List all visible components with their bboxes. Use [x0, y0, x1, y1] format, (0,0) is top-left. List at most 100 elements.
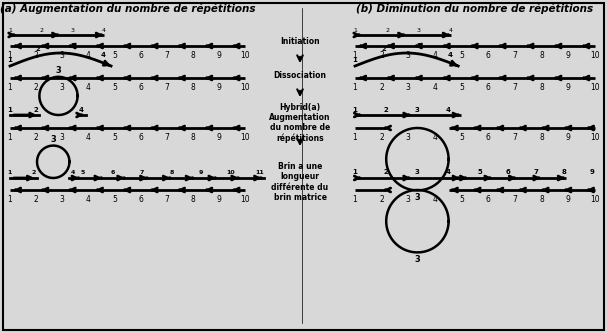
- Text: 1: 1: [353, 28, 357, 33]
- Text: 3: 3: [50, 135, 56, 144]
- Text: 4: 4: [86, 133, 91, 142]
- Text: 1: 1: [353, 57, 358, 63]
- Text: 10: 10: [240, 133, 250, 142]
- Text: 5: 5: [112, 194, 117, 203]
- Text: 3: 3: [406, 194, 411, 203]
- Text: 4: 4: [446, 107, 451, 113]
- Text: (a) Augmentation du nombre de répétitions: (a) Augmentation du nombre de répétition…: [0, 3, 256, 14]
- Text: 3: 3: [70, 28, 75, 33]
- Text: 4: 4: [70, 170, 75, 175]
- Text: 5: 5: [459, 194, 464, 203]
- Text: 4: 4: [102, 28, 106, 33]
- Text: 6: 6: [506, 169, 510, 175]
- Text: 10: 10: [590, 83, 600, 92]
- Text: 8: 8: [191, 194, 195, 203]
- Text: 9: 9: [217, 51, 222, 60]
- Text: 10: 10: [226, 170, 235, 175]
- Text: 4: 4: [433, 83, 438, 92]
- Text: 9: 9: [589, 169, 595, 175]
- Text: 6: 6: [110, 170, 115, 175]
- Text: 1: 1: [7, 107, 12, 113]
- Text: 8: 8: [539, 194, 544, 203]
- Text: 6: 6: [138, 194, 143, 203]
- Text: 4: 4: [86, 51, 91, 60]
- Text: 5: 5: [459, 83, 464, 92]
- Text: 4: 4: [446, 169, 451, 175]
- Text: 10: 10: [240, 194, 250, 203]
- Text: 10: 10: [590, 194, 600, 203]
- Text: 7: 7: [512, 83, 517, 92]
- Text: 5: 5: [112, 133, 117, 142]
- Text: 8: 8: [539, 133, 544, 142]
- Text: 1: 1: [8, 194, 12, 203]
- Text: 3: 3: [70, 43, 75, 49]
- Text: 4: 4: [86, 83, 91, 92]
- Text: 7: 7: [164, 194, 169, 203]
- Text: 9: 9: [566, 51, 571, 60]
- Text: 4: 4: [78, 107, 84, 113]
- Text: Initiation: Initiation: [280, 37, 320, 46]
- Text: 7: 7: [140, 170, 144, 175]
- Text: 2: 2: [34, 194, 38, 203]
- Text: 10: 10: [240, 51, 250, 60]
- Text: 7: 7: [512, 194, 517, 203]
- Text: Brin a une
longueur
différente du
brin matrice: Brin a une longueur différente du brin m…: [271, 162, 328, 202]
- Text: 9: 9: [566, 83, 571, 92]
- Text: 4: 4: [433, 133, 438, 142]
- Text: 6: 6: [486, 51, 491, 60]
- Text: 8: 8: [169, 170, 174, 175]
- Text: 10: 10: [590, 51, 600, 60]
- Text: 2: 2: [33, 107, 38, 113]
- Text: 1: 1: [353, 83, 358, 92]
- Text: 10: 10: [240, 83, 250, 92]
- Text: 1: 1: [7, 57, 12, 63]
- Text: 7: 7: [512, 51, 517, 60]
- Text: 2: 2: [379, 83, 384, 92]
- Text: 2: 2: [39, 28, 43, 33]
- Text: 5: 5: [112, 83, 117, 92]
- Text: 9: 9: [566, 133, 571, 142]
- Text: Hybrid(a)
Augmentation
du nombre de
répétitions: Hybrid(a) Augmentation du nombre de répé…: [270, 103, 331, 144]
- Text: 8: 8: [539, 83, 544, 92]
- Text: 2: 2: [379, 194, 384, 203]
- Text: 9: 9: [566, 194, 571, 203]
- Text: 3: 3: [415, 193, 420, 202]
- Text: 2: 2: [34, 51, 38, 60]
- Text: 11: 11: [256, 170, 264, 175]
- Text: 4: 4: [447, 52, 452, 58]
- Text: 3: 3: [406, 51, 411, 60]
- Text: 4: 4: [86, 194, 91, 203]
- Text: 6: 6: [138, 133, 143, 142]
- Text: 1: 1: [353, 51, 358, 60]
- Text: 6: 6: [138, 51, 143, 60]
- Text: 8: 8: [561, 169, 566, 175]
- Text: 8: 8: [191, 133, 195, 142]
- Text: (b) Diminution du nombre de répétitions: (b) Diminution du nombre de répétitions: [356, 3, 594, 14]
- Text: 1: 1: [353, 169, 358, 175]
- Text: 7: 7: [164, 83, 169, 92]
- Text: 6: 6: [486, 133, 491, 142]
- Text: 3: 3: [56, 66, 61, 75]
- Text: 4: 4: [449, 28, 453, 33]
- Text: 9: 9: [198, 170, 203, 175]
- Text: 5: 5: [459, 133, 464, 142]
- Text: 3: 3: [59, 194, 65, 203]
- Text: 1: 1: [353, 133, 358, 142]
- Text: 5: 5: [459, 51, 464, 60]
- Text: Dissociation: Dissociation: [274, 71, 327, 80]
- Text: 8: 8: [191, 51, 195, 60]
- Text: 5: 5: [478, 169, 482, 175]
- Text: 3: 3: [406, 83, 411, 92]
- Text: 7: 7: [534, 169, 538, 175]
- Text: 2: 2: [32, 170, 36, 175]
- Text: 3: 3: [415, 255, 420, 264]
- Text: 5: 5: [112, 51, 117, 60]
- Text: 6: 6: [486, 194, 491, 203]
- Text: 3: 3: [415, 169, 420, 175]
- Text: 3: 3: [59, 133, 65, 142]
- Text: 2: 2: [379, 133, 384, 142]
- Text: 6: 6: [486, 83, 491, 92]
- Text: 1: 1: [8, 51, 12, 60]
- Text: 2: 2: [384, 107, 388, 113]
- Text: 3: 3: [417, 28, 421, 33]
